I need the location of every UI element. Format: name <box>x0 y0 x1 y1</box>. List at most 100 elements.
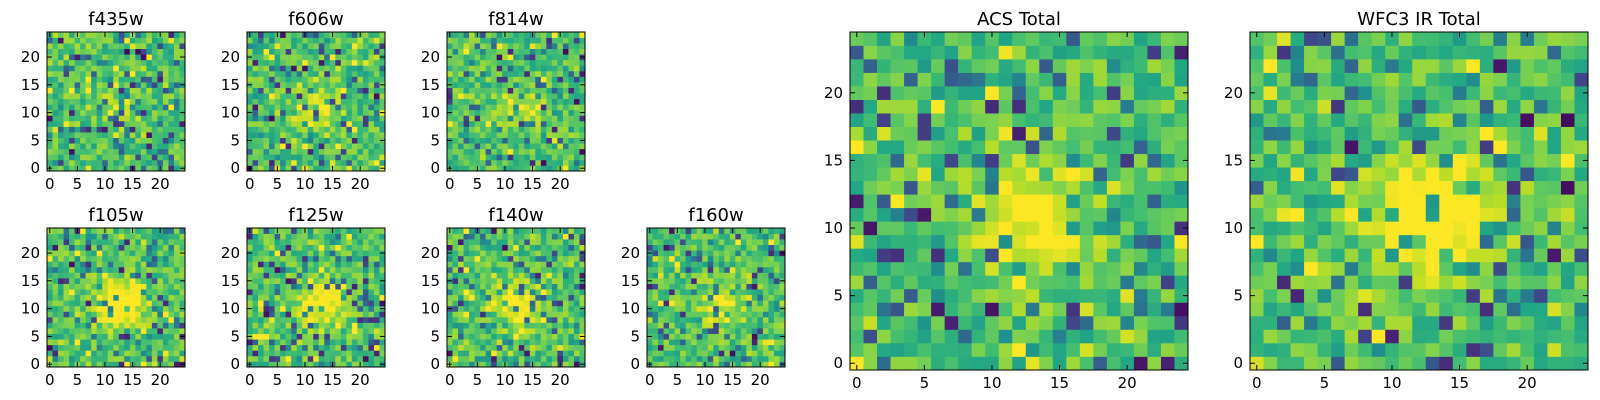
heatmap-cell <box>540 37 547 44</box>
heatmap-cell <box>485 333 492 340</box>
heatmap-cell <box>768 272 775 279</box>
heatmap-cell <box>518 48 525 55</box>
heatmap-cell <box>496 244 503 251</box>
heatmap-cell <box>47 316 53 323</box>
heatmap-cell <box>47 344 53 351</box>
heatmap-cell <box>368 43 375 50</box>
heatmap-cell <box>58 115 64 122</box>
heatmap-cell <box>707 350 714 357</box>
heatmap-cell <box>546 283 553 290</box>
heatmap-cell <box>562 120 569 127</box>
heatmap-cell <box>518 87 525 94</box>
heatmap-cell <box>151 132 158 138</box>
heatmap-cell <box>540 278 547 284</box>
heatmap-cell <box>140 344 147 351</box>
heatmap-cell <box>718 305 725 312</box>
heatmap-cell <box>346 255 353 262</box>
heatmap-cell <box>91 154 98 161</box>
heatmap-cell <box>718 272 725 279</box>
heatmap-cell <box>691 250 698 257</box>
heatmap-cell <box>96 289 103 296</box>
heatmap-cell <box>173 159 180 166</box>
heatmap-cell <box>540 272 547 279</box>
heatmap-cell <box>507 266 514 273</box>
heatmap-cell <box>324 339 331 346</box>
heatmap-cell <box>480 87 486 94</box>
heatmap-cell <box>1052 261 1067 276</box>
heatmap-cell <box>551 48 558 55</box>
heatmap-cell <box>513 59 520 66</box>
heatmap-cell <box>485 272 492 279</box>
heatmap-cell <box>296 339 303 346</box>
heatmap-cell <box>107 239 114 246</box>
heatmap-cell <box>373 87 380 94</box>
heatmap-cell <box>474 115 481 122</box>
heatmap-cell <box>351 104 358 111</box>
heatmap-cell <box>469 70 475 77</box>
heatmap-cell <box>469 233 475 240</box>
heatmap-cell <box>69 261 75 268</box>
heatmap-cell <box>551 87 558 94</box>
heatmap-cell <box>779 328 786 334</box>
heatmap-cell <box>529 316 536 323</box>
heatmap-cell <box>485 266 492 273</box>
heatmap-cell <box>551 59 558 66</box>
y-tick-label: 5 <box>430 131 440 149</box>
heatmap-cell <box>179 98 186 105</box>
heatmap-cell <box>1160 315 1175 330</box>
heatmap-cell <box>529 305 536 312</box>
heatmap-cell <box>252 239 259 246</box>
heatmap-cell <box>357 143 364 150</box>
heatmap-cell <box>52 165 59 172</box>
heatmap-cell <box>263 283 270 290</box>
heatmap-cell <box>313 261 320 268</box>
heatmap-cell <box>1160 167 1175 182</box>
heatmap-cell <box>1133 207 1148 222</box>
heatmap-cell <box>507 361 514 368</box>
heatmap-cell <box>280 93 286 100</box>
heatmap-cell <box>252 48 259 55</box>
heatmap-cell <box>568 143 575 150</box>
heatmap-cell <box>351 87 358 94</box>
heatmap-cell <box>146 333 153 340</box>
heatmap-cell <box>258 48 264 55</box>
heatmap-cell <box>118 339 125 346</box>
heatmap-cell <box>63 283 70 290</box>
heatmap-cell <box>746 311 753 318</box>
x-tick-label: 0 <box>45 175 55 193</box>
heatmap-cell <box>58 32 64 38</box>
heatmap-cell <box>252 339 259 346</box>
heatmap-cell <box>469 311 475 318</box>
heatmap-cell <box>274 266 281 273</box>
heatmap-cell <box>291 261 298 268</box>
heatmap-cell <box>335 266 342 273</box>
heatmap-cell <box>263 339 270 346</box>
heatmap-cell <box>480 70 486 77</box>
heatmap-cell <box>302 300 309 307</box>
heatmap-cell <box>63 43 70 50</box>
heatmap-cell <box>931 248 945 263</box>
heatmap-cell <box>1079 302 1094 317</box>
heatmap-cell <box>491 316 498 323</box>
heatmap-cell <box>258 300 264 307</box>
heatmap-cell <box>502 255 509 262</box>
heatmap-cell <box>735 255 742 262</box>
heatmap-cell <box>463 300 470 307</box>
heatmap-cell <box>162 266 169 273</box>
heatmap-cell <box>491 283 498 290</box>
heatmap-cell <box>302 289 309 296</box>
heatmap-cell <box>931 315 945 330</box>
heatmap-cell <box>269 76 275 83</box>
heatmap-cell <box>513 339 520 346</box>
heatmap-cell <box>157 355 164 362</box>
heatmap-cell <box>318 143 325 150</box>
heatmap-cell <box>118 250 125 257</box>
heatmap-cell <box>958 221 973 236</box>
heatmap-cell <box>140 148 147 155</box>
heatmap-cell <box>80 48 86 55</box>
heatmap-cell <box>685 361 692 368</box>
x-tick-label: 15 <box>723 371 742 389</box>
heatmap-cell <box>113 300 120 307</box>
heatmap-cell <box>779 344 786 351</box>
heatmap-cell <box>647 266 653 273</box>
